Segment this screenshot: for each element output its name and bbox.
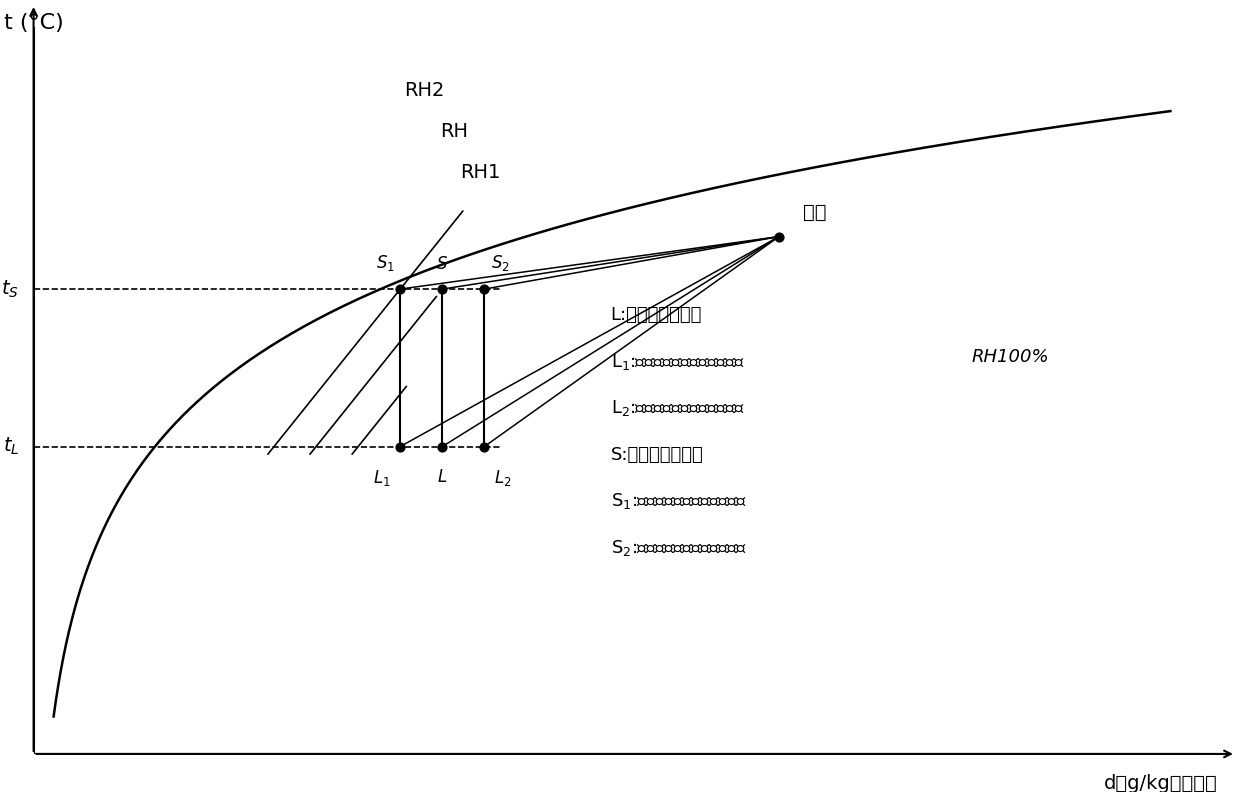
Text: 进风: 进风	[804, 203, 827, 222]
Point	[475, 283, 495, 295]
Text: RH100%: RH100%	[971, 348, 1049, 366]
Text: L:露点温度设定值: L:露点温度设定值	[610, 307, 702, 324]
Text: $L$: $L$	[438, 467, 448, 485]
Text: RH: RH	[440, 122, 469, 141]
Text: L$_1$:相对湿度偏低时的测量露点: L$_1$:相对湿度偏低时的测量露点	[610, 352, 745, 371]
Text: $t_L$: $t_L$	[2, 436, 19, 457]
Text: $S_2$: $S_2$	[491, 253, 510, 272]
Text: L$_2$:相对湿度偏高时的测量露点: L$_2$:相对湿度偏高时的测量露点	[610, 398, 745, 418]
Text: $L_1$: $L_1$	[373, 467, 391, 488]
Point	[433, 283, 453, 295]
Text: $S$: $S$	[436, 254, 449, 272]
Text: S:送风状态设定值: S:送风状态设定值	[610, 446, 703, 464]
Text: d（g/kg干空气）: d（g/kg干空气）	[1104, 775, 1218, 792]
Text: S$_2$:相对湿度偏高时的送风状态: S$_2$:相对湿度偏高时的送风状态	[610, 538, 746, 558]
Text: $t_S$: $t_S$	[1, 279, 19, 299]
Text: S$_1$:相对湿度偏低时的送风状态: S$_1$:相对湿度偏低时的送风状态	[610, 491, 746, 512]
Point	[433, 440, 453, 453]
Point	[769, 230, 789, 243]
Text: $S_1$: $S_1$	[377, 253, 396, 272]
Point	[475, 440, 495, 453]
Point	[391, 283, 410, 295]
Text: $L_2$: $L_2$	[494, 467, 511, 488]
Text: t (°C): t (°C)	[4, 13, 63, 33]
Point	[391, 440, 410, 453]
Text: RH1: RH1	[460, 163, 501, 182]
Text: RH2: RH2	[404, 81, 444, 100]
